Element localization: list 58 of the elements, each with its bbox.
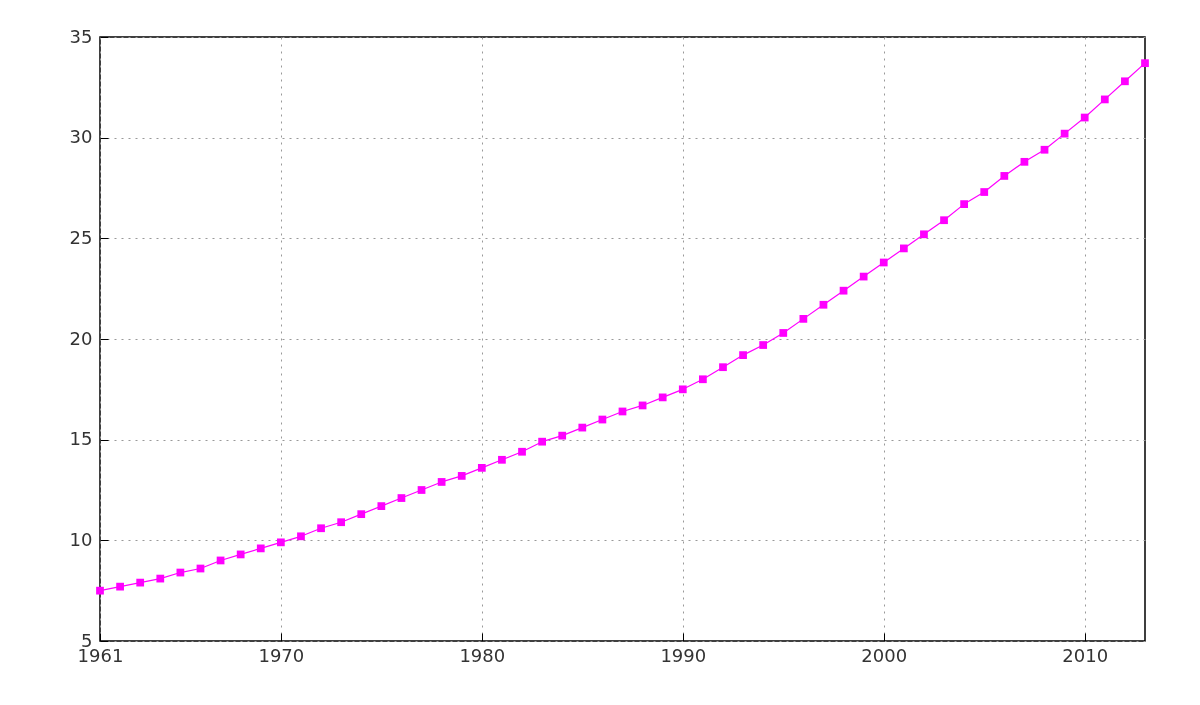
point — [578, 423, 587, 432]
point — [940, 216, 948, 225]
point — [1000, 172, 1009, 180]
point — [156, 574, 165, 583]
point — [417, 486, 426, 494]
point — [1080, 113, 1089, 122]
point — [518, 447, 526, 456]
point — [317, 524, 325, 533]
point — [256, 544, 265, 553]
point — [297, 532, 305, 541]
point — [920, 230, 928, 239]
x-tick-label: 2010 — [1062, 644, 1109, 666]
point — [1141, 59, 1149, 68]
y-tick-label: 30 — [69, 126, 93, 148]
y-tick-label: 20 — [69, 327, 93, 349]
point — [136, 578, 145, 587]
point — [819, 300, 828, 309]
y-tick-label: 15 — [69, 428, 93, 450]
point — [658, 393, 667, 402]
point — [879, 258, 888, 267]
point — [899, 244, 908, 253]
point — [699, 375, 707, 384]
point — [116, 582, 124, 591]
x-tick-label: 2000 — [861, 644, 908, 666]
point — [377, 502, 386, 510]
point — [357, 510, 366, 519]
point — [1020, 157, 1029, 166]
x-tick-label: 1970 — [258, 644, 305, 666]
y-tick-label: 25 — [69, 226, 93, 248]
point — [457, 472, 466, 480]
point — [236, 550, 245, 559]
point — [719, 363, 727, 372]
x-tick-label: 1980 — [459, 644, 506, 666]
point — [397, 494, 406, 502]
point — [337, 518, 346, 527]
point — [1100, 95, 1109, 104]
y-tick-label: 35 — [69, 25, 93, 47]
point — [1060, 129, 1069, 138]
point — [1040, 145, 1049, 154]
point — [498, 455, 506, 464]
point — [839, 286, 848, 295]
point — [980, 188, 989, 196]
point — [799, 314, 808, 323]
point — [678, 385, 687, 394]
point — [1121, 77, 1129, 86]
point — [477, 463, 486, 472]
point — [558, 431, 567, 440]
x-tick-label: 1990 — [660, 644, 707, 666]
point — [739, 351, 747, 359]
point — [276, 538, 285, 547]
point — [96, 586, 104, 595]
y-tick-label: 10 — [69, 528, 93, 550]
point — [759, 341, 768, 349]
point — [538, 437, 546, 446]
point — [437, 478, 446, 486]
point — [859, 272, 868, 281]
point — [779, 329, 788, 337]
point — [960, 200, 969, 208]
